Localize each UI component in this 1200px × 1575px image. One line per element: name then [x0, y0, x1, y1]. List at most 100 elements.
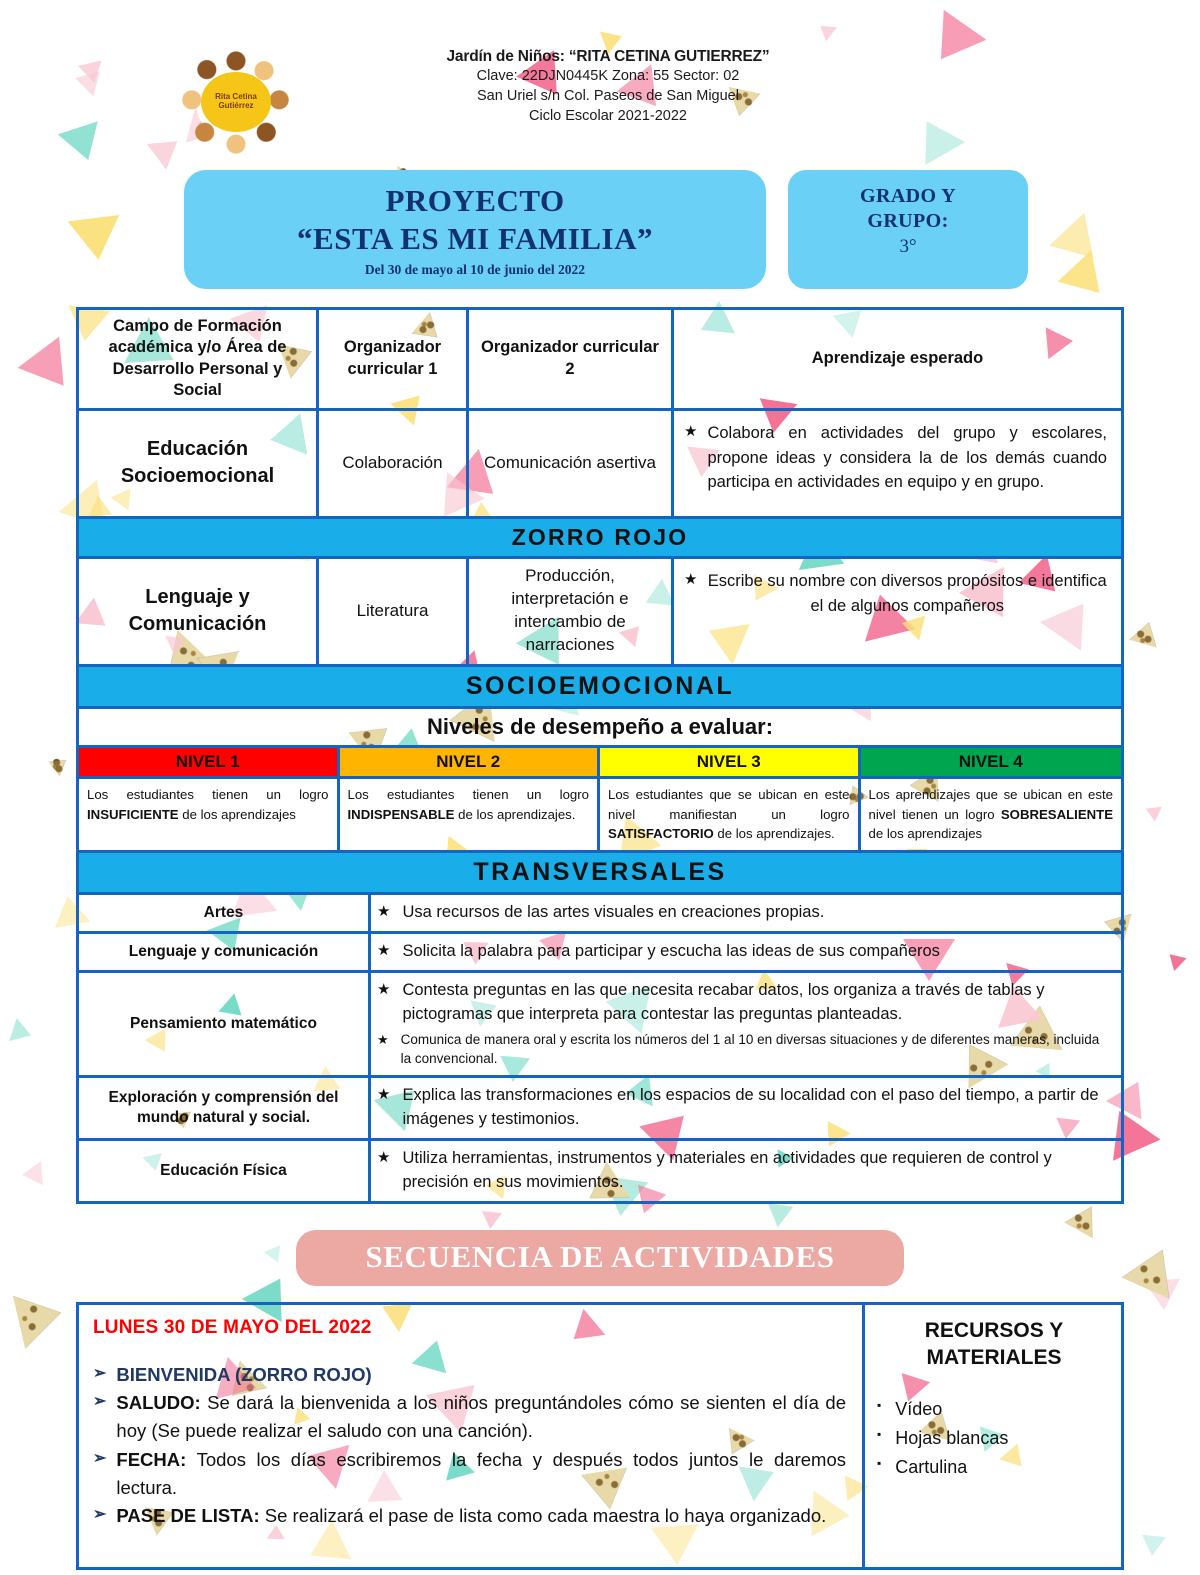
tv-exploracion-item-0: Explica las transformaciones en los espa… [402, 1084, 1111, 1132]
tv-area-matematico: Pensamiento matemático [79, 973, 371, 1075]
levels-header-row: NIVEL 1 NIVEL 2 NIVEL 3 NIVEL 4 [79, 748, 1121, 779]
resources-column: RECURSOS Y MATERIALES ▪ Vídeo ▪ Hojas bl… [865, 1305, 1121, 1567]
row0-campo: Educación Socioemocional [79, 411, 319, 516]
school-logo-wrap: Rita Cetina Gutiérrez [182, 48, 300, 156]
row1-org1: Literatura [319, 559, 469, 664]
star-icon: ★ [377, 979, 390, 1002]
tv-matematico-item-1: Comunica de manera oral y escrita los nú… [401, 1030, 1111, 1069]
tv-fisica-item-0: Utiliza herramientas, instrumentos y mat… [402, 1147, 1111, 1195]
star-icon: ★ [377, 1147, 390, 1170]
levels-body-row: Los estudiantes tienen un logro INSUFICI… [79, 779, 1121, 853]
arrow-icon: ➢ [93, 1502, 106, 1528]
title-banners: PROYECTO “ESTA ES MI FAMILIA” Del 30 de … [184, 170, 1200, 289]
curriculum-table: Campo de Formación académica y/o Área de… [76, 307, 1124, 1204]
table-row: Artes ★ Usa recursos de las artes visuale… [79, 895, 1121, 934]
star-icon: ★ [684, 421, 697, 444]
list-item: ➢ PASE DE LISTA: Se realizará el pase de… [93, 1502, 846, 1530]
list-item: ➢ SALUDO: Se dará la bienvenida a los ni… [93, 1389, 846, 1445]
lesson-plan-page: Rita Cetina Gutiérrez Jardín de Niños: “… [0, 0, 1200, 1553]
row1-aprendizaje: ★ Escribe su nombre con diversos propósi… [674, 559, 1121, 664]
resources-list: ▪ Vídeo ▪ Hojas blancas ▪ Cartulina [877, 1395, 1111, 1481]
resources-title-line2: MATERIALES [877, 1344, 1111, 1371]
band-socioemocional-label: SOCIOEMOCIONAL [79, 667, 1121, 706]
logo-badge-line2: Gutiérrez [218, 102, 253, 111]
level-1-bold: INSUFICIENTE [87, 807, 179, 822]
level-4-post: de los aprendizajes [869, 826, 983, 841]
activity-2-label: FECHA: [116, 1449, 186, 1470]
list-item: ➢ FECHA: Todos los días escribiremos la … [93, 1446, 846, 1502]
level-3-bold: SATISFACTORIO [608, 826, 714, 841]
tv-matematico-item-0: Contesta preguntas en las que necesita r… [402, 979, 1111, 1027]
list-item: ▪ Cartulina [877, 1453, 1111, 1482]
level-2-bold: INDISPENSABLE [348, 807, 455, 822]
band-zorro-rojo: ZORRO ROJO [79, 519, 1121, 559]
row0-aprendizaje: ★ Colabora en actividades del grupo y es… [674, 411, 1121, 516]
band-transversales: TRANSVERSALES [79, 853, 1121, 895]
arrow-icon: ➢ [93, 1446, 106, 1472]
bullet-square-icon: ▪ [877, 1453, 881, 1475]
table-row: Lenguaje y Comunicación Literatura Produ… [79, 559, 1121, 667]
level-1-post: de los aprendizajes [179, 807, 296, 822]
activity-1-text: Se dará la bienvenida a los niños pregun… [116, 1392, 846, 1441]
bullet-square-icon: ▪ [877, 1424, 881, 1446]
resource-1: Hojas blancas [895, 1424, 1008, 1453]
row0-org1: Colaboración [319, 411, 469, 516]
list-item: ▪ Vídeo [877, 1395, 1111, 1424]
level-2-post: de los aprendizajes. [454, 807, 575, 822]
tv-area-artes: Artes [79, 895, 371, 931]
school-logo-icon: Rita Cetina Gutiérrez [182, 48, 290, 156]
level-4-bold: SOBRESALIENTE [1001, 807, 1113, 822]
project-dates: Del 30 de mayo al 10 de junio del 2022 [194, 262, 756, 278]
curriculum-header-row: Campo de Formación académica y/o Área de… [79, 310, 1121, 411]
level-4-header: NIVEL 4 [861, 748, 1122, 776]
tv-artes-item-0: Usa recursos de las artes visuales en cr… [402, 901, 824, 925]
table-row: Pensamiento matemático ★ Contesta pregunt… [79, 973, 1121, 1078]
star-icon: ★ [377, 1084, 390, 1107]
bullet-square-icon: ▪ [877, 1395, 881, 1417]
row1-aprendizaje-text: Escribe su nombre con diversos propósito… [707, 569, 1107, 619]
resources-title-line1: RECURSOS Y [877, 1317, 1111, 1344]
activities-column: LUNES 30 DE MAYO DEL 2022 ➢ BIENVENIDA (… [79, 1305, 865, 1567]
row0-aprendizaje-text: Colabora en actividades del grupo y esco… [707, 421, 1107, 495]
tv-area-lenguaje: Lenguaje y comunicación [79, 934, 371, 970]
project-name: “ESTA ES MI FAMILIA” [194, 221, 756, 257]
document-header: Rita Cetina Gutiérrez Jardín de Niños: “… [0, 0, 1200, 156]
levels-subtitle-row: Niveles de desempeño a evaluar: [79, 709, 1121, 748]
tv-area-exploracion: Exploración y comprensión del mundo natu… [79, 1078, 371, 1138]
activity-3-label: PASE DE LISTA: [116, 1505, 259, 1526]
activity-3-text: Se realizará el pase de lista como cada … [260, 1505, 827, 1526]
level-3-post: de los aprendizajes. [714, 826, 835, 841]
star-icon: ★ [377, 901, 390, 924]
level-3-header: NIVEL 3 [600, 748, 861, 776]
table-row: Exploración y comprensión del mundo natu… [79, 1078, 1121, 1141]
tv-items-matematico: ★ Contesta preguntas en las que necesita … [371, 973, 1121, 1075]
activity-2-text: Todos los días escribiremos la fecha y d… [116, 1449, 846, 1498]
secuencia-banner: SECUENCIA DE ACTIVIDADES [296, 1230, 904, 1286]
grade-group-banner: GRADO Y GRUPO: 3° [788, 170, 1028, 289]
table-row: Lenguaje y comunicación ★ Solicita la pal… [79, 934, 1121, 973]
resource-2: Cartulina [895, 1453, 967, 1482]
row0-org2: Comunicación asertiva [469, 411, 674, 516]
header-campo-formacion: Campo de Formación académica y/o Área de… [79, 310, 319, 408]
band-socioemocional: SOCIOEMOCIONAL [79, 667, 1121, 709]
school-name: Jardín de Niños: “RITA CETINA GUTIERREZ” [328, 48, 888, 66]
band-transversales-label: TRANSVERSALES [79, 853, 1121, 892]
project-label: PROYECTO [194, 183, 756, 219]
day-title: LUNES 30 DE MAYO DEL 2022 [93, 1317, 846, 1339]
list-item: ▪ Hojas blancas [877, 1424, 1111, 1453]
activities-list: ➢ BIENVENIDA (ZORRO ROJO) ➢ SALUDO: Se d… [93, 1361, 846, 1531]
list-item: ➢ BIENVENIDA (ZORRO ROJO) [93, 1361, 846, 1389]
resource-0: Vídeo [895, 1395, 942, 1424]
levels-subtitle: Niveles de desempeño a evaluar: [79, 709, 1121, 745]
header-organizador-1: Organizador curricular 1 [319, 310, 469, 408]
level-3-pre: Los estudiantes que se ubican en este ni… [608, 787, 850, 822]
level-1-description: Los estudiantes tienen un logro INSUFICI… [79, 779, 340, 850]
activity-0-label: BIENVENIDA (ZORRO ROJO) [116, 1364, 371, 1385]
star-icon: ★ [377, 1030, 389, 1050]
level-2-header: NIVEL 2 [340, 748, 601, 776]
grade-label-line1: GRADO Y [796, 184, 1020, 209]
star-icon: ★ [377, 940, 390, 963]
level-1-header: NIVEL 1 [79, 748, 340, 776]
table-row: Educación Física ★ Utiliza herramientas, … [79, 1141, 1121, 1201]
tv-area-fisica: Educación Física [79, 1141, 371, 1201]
